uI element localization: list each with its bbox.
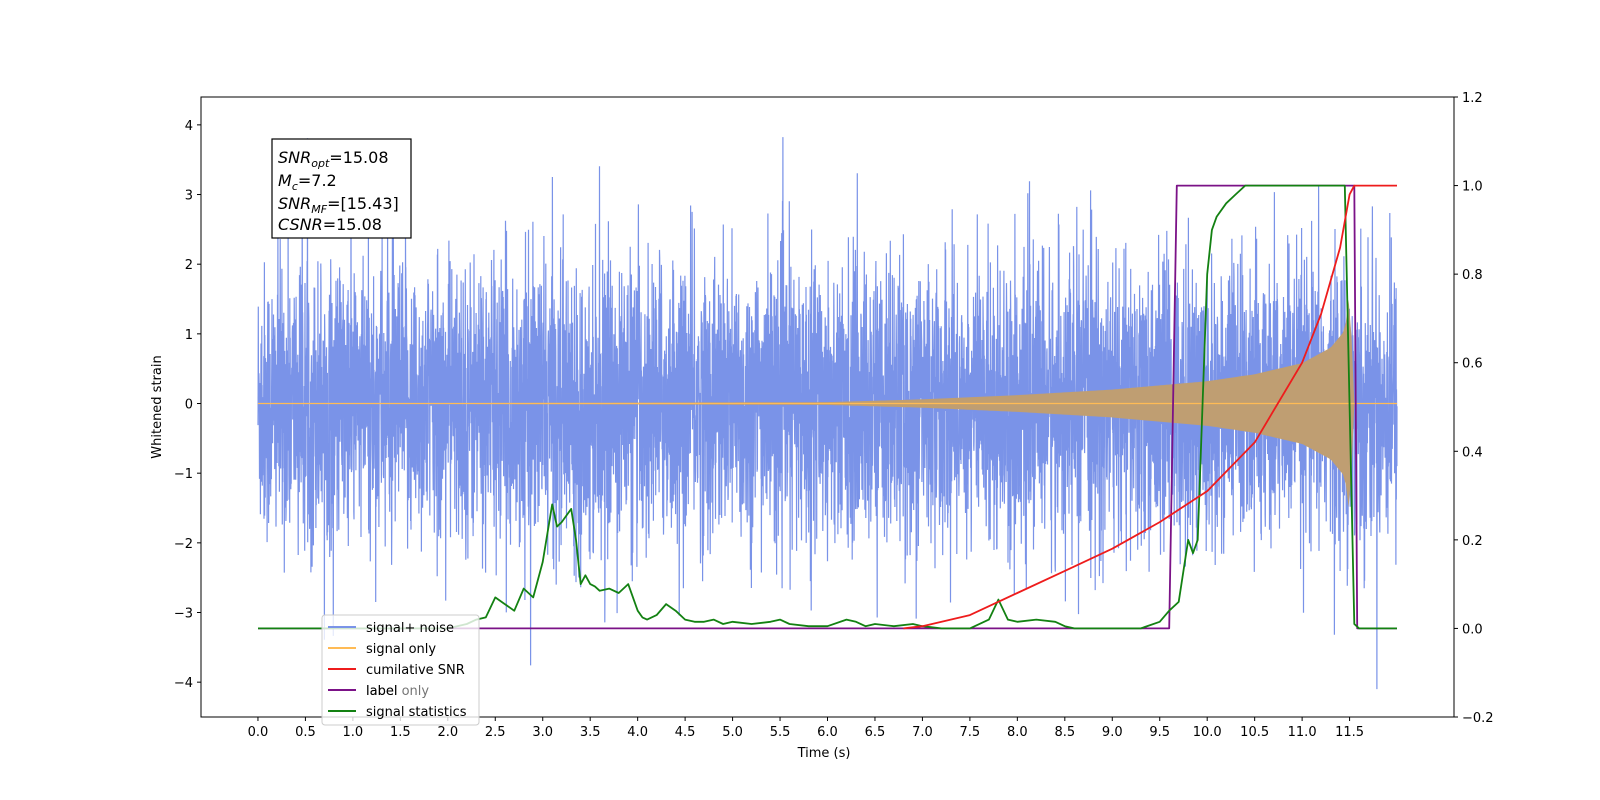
- x-tick-label: 11.0: [1288, 725, 1317, 740]
- x-tick-label: 5.0: [722, 725, 743, 740]
- x-axis-label: Time (s): [797, 746, 851, 761]
- x-tick-label: 7.0: [912, 725, 933, 740]
- annotation-snr-opt: SNRopt=15.08: [278, 148, 389, 170]
- x-tick-label: 9.0: [1102, 725, 1123, 740]
- plot-area: [257, 137, 1398, 690]
- legend: signal+ noise signal only cumilative SNR la…: [321, 614, 480, 726]
- annotation-csnr-value: =15.08: [323, 215, 382, 234]
- y2-tick-label: 0.8: [1462, 268, 1483, 283]
- snr-annotation-box: SNRopt=15.08 Mc=7.2 SNRMF=[15.43] CSNR=1…: [271, 138, 412, 239]
- y-tick-label: 4: [185, 119, 193, 134]
- legend-label: label: [366, 684, 397, 699]
- x-tick-label: 6.5: [865, 725, 886, 740]
- x-axis: 0.0 0.5 1.0 1.5 2.0 2.5 3.0 3.5 4.0 4.5 5.0 5.5 6.0 6…: [248, 717, 1364, 740]
- annotation-snr-opt-sub: opt: [311, 157, 330, 170]
- annotation-csnr-base: CSNR: [278, 215, 323, 234]
- y2-tick-label: 0.2: [1462, 534, 1483, 549]
- y2-tick-label: 0.4: [1462, 445, 1483, 460]
- y-axis-right: −0.2 0.0 0.2 0.4 0.6 0.8 1.0 1.2: [1454, 91, 1494, 726]
- y2-tick-label: 1.2: [1462, 91, 1483, 106]
- x-tick-label: 3.5: [580, 725, 601, 740]
- x-tick-label: 6.0: [817, 725, 838, 740]
- annotation-snr-mf: SNRMF=[15.43]: [278, 194, 399, 216]
- x-tick-label: 4.0: [627, 725, 648, 740]
- x-tick-label: 2.5: [485, 725, 506, 740]
- x-tick-label: 11.5: [1335, 725, 1364, 740]
- annotation-snr-opt-base: SNR: [278, 148, 311, 167]
- series-cumilative-snr: [903, 184, 1397, 630]
- y-tick-label: 2: [185, 258, 193, 273]
- x-tick-label: 0.5: [295, 725, 316, 740]
- x-tick-label: 7.5: [960, 725, 981, 740]
- x-tick-label: 9.5: [1149, 725, 1170, 740]
- annotation-mc: Mc=7.2: [278, 171, 337, 193]
- series-signal-statistics: [258, 184, 1397, 630]
- y-axis-left: −4 −3 −2 −1 0 1 2 3 4: [174, 119, 201, 691]
- legend-label: signal only: [366, 642, 436, 657]
- y2-tick-label: 0.0: [1462, 622, 1483, 637]
- annotation-snr-mf-sub: MF: [311, 203, 327, 216]
- x-tick-label: 3.0: [532, 725, 553, 740]
- x-tick-label: 0.0: [248, 725, 269, 740]
- annotation-snr-mf-base: SNR: [278, 194, 311, 213]
- y-tick-label: 1: [185, 328, 193, 343]
- annotation-mc-value: =7.2: [298, 171, 337, 190]
- annotation-csnr: CSNR=15.08: [278, 215, 382, 234]
- y2-tick-label: 0.6: [1462, 357, 1483, 372]
- x-tick-label: 1.0: [343, 725, 364, 740]
- y2-tick-label: 1.0: [1462, 180, 1483, 195]
- y2-tick-label: −0.2: [1462, 711, 1494, 726]
- annotation-snr-mf-value: =[15.43]: [327, 194, 399, 213]
- legend-label: label only: [366, 684, 429, 699]
- x-tick-label: 8.0: [1007, 725, 1028, 740]
- annotation-mc-sub: c: [292, 180, 298, 193]
- legend-label: signal+ noise: [366, 621, 454, 636]
- y-tick-label: −4: [174, 676, 193, 691]
- x-tick-label: 10.5: [1240, 725, 1269, 740]
- series-layer: [257, 137, 1398, 690]
- y-tick-label: −1: [174, 467, 193, 482]
- annotation-mc-base: M: [278, 171, 292, 190]
- y-tick-label: −2: [174, 537, 193, 552]
- y-tick-label: 0: [185, 398, 193, 413]
- legend-label: cumilative SNR: [366, 663, 465, 678]
- x-tick-label: 1.5: [390, 725, 411, 740]
- x-tick-label: 2.0: [437, 725, 458, 740]
- annotation-snr-opt-value: =15.08: [329, 148, 388, 167]
- y-tick-label: −3: [174, 607, 193, 622]
- x-tick-label: 4.5: [675, 725, 696, 740]
- legend-label: signal statistics: [366, 705, 467, 720]
- x-tick-label: 5.5: [770, 725, 791, 740]
- y-tick-label: 3: [185, 189, 193, 204]
- x-tick-label: 10.0: [1193, 725, 1222, 740]
- y-axis-label: Whitened strain: [150, 355, 165, 458]
- x-tick-label: 8.5: [1054, 725, 1075, 740]
